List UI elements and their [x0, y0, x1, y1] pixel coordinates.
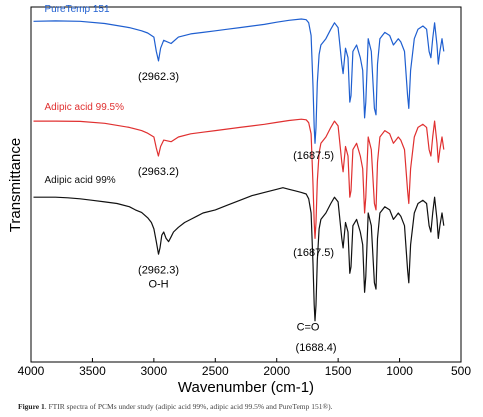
y-axis-label: Transmittance: [7, 138, 24, 232]
annotation-label: (2962.3): [138, 71, 179, 83]
x-tick-label: 500: [451, 364, 471, 378]
annotation-label: O-H: [148, 279, 168, 291]
annotation-label: (1687.5): [293, 150, 334, 162]
series-layer: [33, 18, 445, 322]
x-tick-label: 4000: [18, 364, 45, 378]
figure-caption: Figure 1. FTIR spectra of PCMs under stu…: [18, 402, 478, 411]
x-tick-label: 2500: [202, 364, 229, 378]
series-label-2: Adipic acid 99%: [45, 175, 116, 186]
annotation-label: (1688.4): [296, 342, 337, 354]
x-tick-label: 1500: [325, 364, 352, 378]
x-tick-label: 2000: [263, 364, 290, 378]
x-axis: 4000 3500 3000 2500 2000 1500 1000 500: [18, 358, 471, 378]
x-tick-label: 3500: [79, 364, 106, 378]
annotation-label: (2963.2): [138, 166, 179, 178]
x-axis-label: Wavenumber (cm-1): [178, 379, 314, 396]
annotation-label: C=O: [297, 321, 320, 333]
caption-text: . FTIR spectra of PCMs under study (adip…: [44, 402, 333, 411]
annotations: (2962.3) (1687.5) (2963.2) (1687.5) (2962.3)…: [138, 71, 337, 354]
annotation-label: (2962.3): [138, 264, 179, 276]
series-labels: PureTemp 151 Adipic acid 99.5% Adipic acid…: [45, 4, 125, 186]
plot-frame: [30, 6, 462, 363]
series-line-1: [33, 118, 445, 239]
series-line-2: [33, 187, 445, 322]
series-label-0: PureTemp 151: [45, 4, 110, 15]
series-label-1: Adipic acid 99.5%: [45, 102, 125, 113]
annotation-label: (1687.5): [293, 247, 334, 259]
caption-label: Figure 1: [18, 402, 45, 411]
x-tick-label: 1000: [386, 364, 413, 378]
x-tick-label: 3000: [141, 364, 168, 378]
series-line-0: [33, 18, 445, 144]
